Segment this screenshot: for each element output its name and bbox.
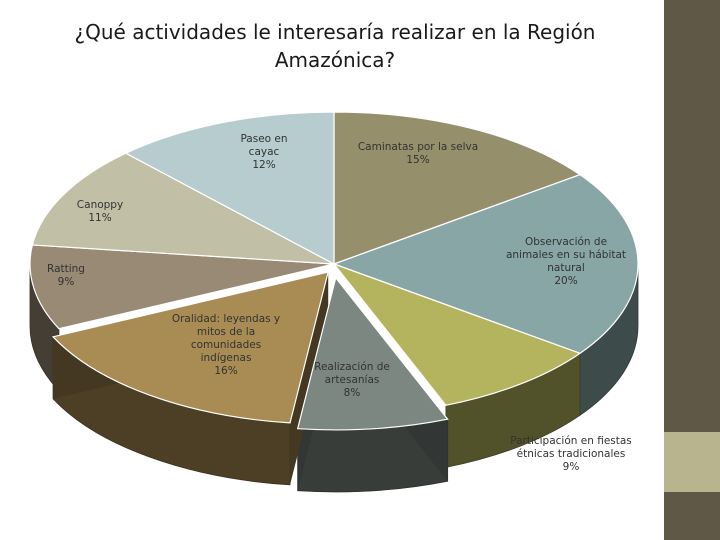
slice-label: Caminatas por la selva 15% — [358, 141, 478, 166]
pie-slice — [332, 173, 639, 355]
slice-label: Realización de artesanías 8% — [314, 361, 390, 399]
pie-slice — [296, 276, 449, 431]
pie-slice — [29, 244, 335, 330]
right-band-block — [664, 432, 720, 492]
right-decorative-band — [664, 0, 720, 540]
slice-label: Participación en fiestas étnicas tradicio… — [510, 435, 632, 473]
slice-label: Oralidad: leyendas y mitos de la comunidad… — [172, 313, 280, 377]
pie-slice — [51, 271, 329, 424]
slice-label: Canoppy 11% — [77, 199, 123, 224]
right-band-block — [664, 492, 720, 540]
slice-label: Ratting 9% — [47, 263, 85, 288]
chart-title: ¿Qué actividades le interesaría realizar… — [74, 20, 596, 72]
right-band-block — [664, 0, 720, 432]
pie-chart: Caminatas por la selva 15% Observación de a… — [29, 111, 639, 493]
pie-slice — [332, 262, 582, 406]
slice-label: Paseo en cayac 12% — [240, 133, 287, 171]
pie-slice — [333, 111, 582, 265]
pie-slice — [124, 111, 335, 265]
slice-label: Observación de animales en su hábitat natu… — [506, 236, 626, 287]
pie-slice — [31, 152, 335, 265]
